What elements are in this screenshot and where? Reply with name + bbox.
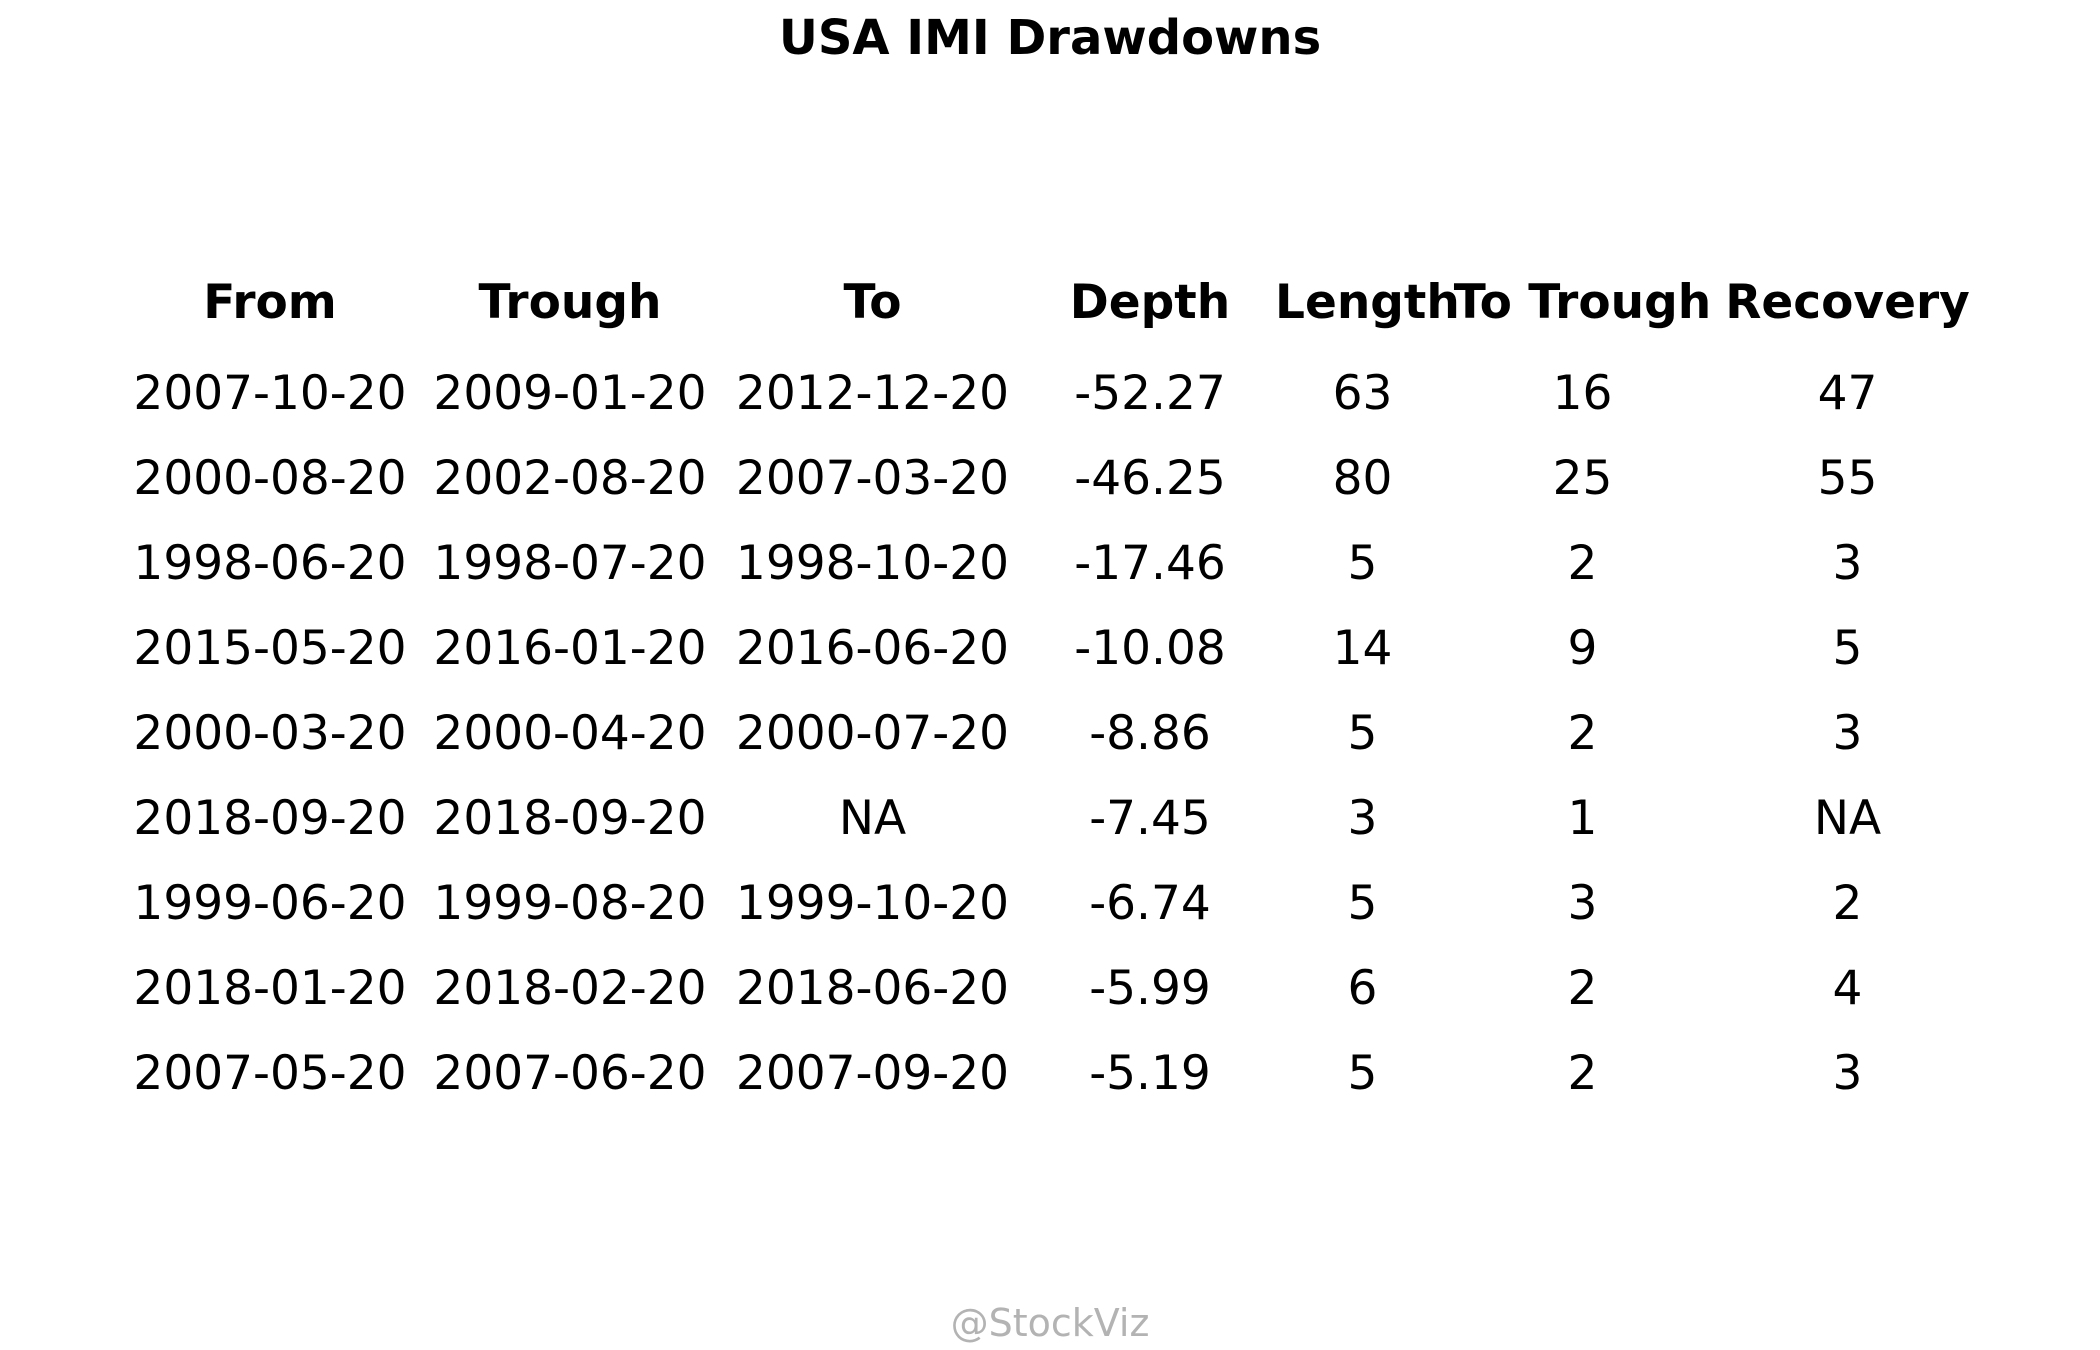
table-cell: 2000-03-20: [133, 706, 407, 761]
column-header: To: [843, 275, 902, 330]
column-header: Trough: [478, 275, 662, 330]
table-cell: 5: [1347, 706, 1378, 761]
table-cell: 2018-01-20: [133, 961, 407, 1016]
table-cell: 5: [1347, 536, 1378, 591]
table-cell: 2007-03-20: [735, 451, 1010, 506]
table-cell: 2000-08-20: [133, 451, 407, 506]
table-cell: 1999-06-20: [133, 876, 407, 931]
table-row: 2015-05-20 2016-01-20 2016-06-20 -10.08 14 9 5: [120, 606, 1980, 691]
table-cell: 1999-10-20: [735, 876, 1010, 931]
table-cell: 2007-06-20: [433, 1046, 707, 1101]
table-cell: -5.19: [1089, 1046, 1211, 1101]
table-cell: 3: [1832, 706, 1863, 761]
table-cell: 2007-05-20: [133, 1046, 407, 1101]
table-cell: 47: [1817, 366, 1878, 421]
table-cell: 5: [1832, 621, 1863, 676]
table-cell: -10.08: [1074, 621, 1226, 676]
table-cell: -46.25: [1074, 451, 1226, 506]
table-cell: 1998-10-20: [735, 536, 1010, 591]
table-cell: 16: [1552, 366, 1613, 421]
table-cell: 2007-10-20: [133, 366, 407, 421]
table-cell: 2: [1567, 536, 1598, 591]
table-cell: 1999-08-20: [433, 876, 707, 931]
table-cell: 2: [1567, 1046, 1598, 1101]
table-cell: 2018-09-20: [433, 791, 707, 846]
table-cell: 2016-06-20: [735, 621, 1010, 676]
table-row: 2018-01-20 2018-02-20 2018-06-20 -5.99 6 2 4: [120, 946, 1980, 1031]
table-cell: 5: [1347, 876, 1378, 931]
table-cell: 14: [1332, 621, 1393, 676]
table-cell: 2000-07-20: [735, 706, 1010, 761]
table-cell: 2012-12-20: [735, 366, 1010, 421]
table-cell: 2009-01-20: [433, 366, 707, 421]
table-row: 2007-05-20 2007-06-20 2007-09-20 -5.19 5 2 3: [120, 1031, 1980, 1116]
table-cell: 2018-02-20: [433, 961, 707, 1016]
table-cell: 3: [1832, 536, 1863, 591]
table-cell: -5.99: [1089, 961, 1211, 1016]
table-row: 2018-09-20 2018-09-20 NA -7.45 3 1 NA: [120, 776, 1980, 861]
table-row: 2000-03-20 2000-04-20 2000-07-20 -8.86 5 2 3: [120, 691, 1980, 776]
table-cell: 2000-04-20: [433, 706, 707, 761]
watermark: @StockViz: [950, 1301, 1150, 1345]
table-cell: NA: [838, 791, 907, 846]
column-header: Recovery: [1725, 275, 1970, 330]
table-row: 1998-06-20 1998-07-20 1998-10-20 -17.46 5 2 3: [120, 521, 1980, 606]
table-cell: 4: [1832, 961, 1863, 1016]
table-cell: 2: [1567, 706, 1598, 761]
table-cell: 2015-05-20: [133, 621, 407, 676]
table-row: 2000-08-20 2002-08-20 2007-03-20 -46.25 80 25…: [120, 436, 1980, 521]
table-cell: -6.74: [1089, 876, 1211, 931]
table-header-row: From Trough To Depth Length To Trough Recovery: [120, 255, 1980, 351]
table-cell: 3: [1347, 791, 1378, 846]
table-cell: 5: [1347, 1046, 1378, 1101]
table-cell: 2: [1832, 876, 1863, 931]
page-title: USA IMI Drawdowns: [778, 10, 1322, 66]
table-cell: -17.46: [1074, 536, 1226, 591]
table-cell: 2016-01-20: [433, 621, 707, 676]
table-cell: 2018-06-20: [735, 961, 1010, 1016]
table-cell: 63: [1332, 366, 1393, 421]
table-row: 2007-10-20 2009-01-20 2012-12-20 -52.27 63 16…: [120, 351, 1980, 436]
table-cell: 1: [1567, 791, 1598, 846]
table-cell: 1998-07-20: [433, 536, 707, 591]
table-cell: 2007-09-20: [735, 1046, 1010, 1101]
table-cell: 6: [1347, 961, 1378, 1016]
table-cell: 55: [1817, 451, 1878, 506]
table-body: 2007-10-20 2009-01-20 2012-12-20 -52.27 63 16…: [120, 351, 1980, 1116]
column-header: Length: [1275, 275, 1460, 330]
table-cell: 3: [1567, 876, 1598, 931]
table-cell: 9: [1567, 621, 1598, 676]
table-cell: 25: [1552, 451, 1613, 506]
table-cell: -7.45: [1089, 791, 1211, 846]
table-cell: -52.27: [1074, 366, 1226, 421]
table-cell: 3: [1832, 1046, 1863, 1101]
drawdowns-table: From Trough To Depth Length To Trough Recovery…: [120, 255, 1980, 1116]
table-cell: -8.86: [1089, 706, 1211, 761]
column-header: Depth: [1069, 275, 1231, 330]
table-cell: 2018-09-20: [133, 791, 407, 846]
table-cell: 2: [1567, 961, 1598, 1016]
table-cell: 1998-06-20: [133, 536, 407, 591]
table-cell: 2002-08-20: [433, 451, 707, 506]
table-row: 1999-06-20 1999-08-20 1999-10-20 -6.74 5 3 2: [120, 861, 1980, 946]
table-cell: 80: [1332, 451, 1393, 506]
column-header: To Trough: [1453, 275, 1712, 330]
table-cell: NA: [1813, 791, 1882, 846]
column-header: From: [203, 275, 337, 330]
